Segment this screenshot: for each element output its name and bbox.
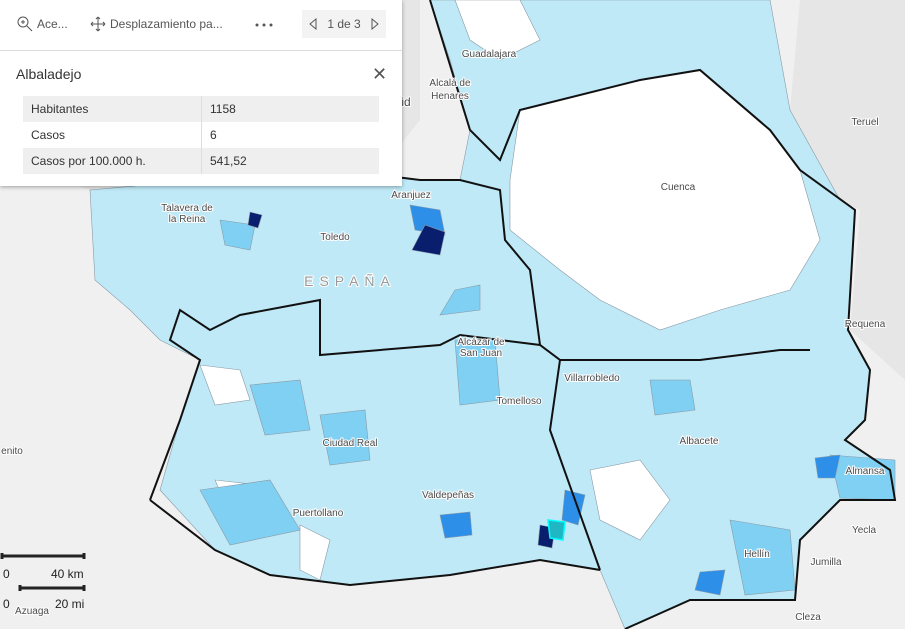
country-label: ESPAÑA xyxy=(304,273,396,289)
place-label: Villarrobledo xyxy=(564,373,620,384)
map-labels: Guadalajara Alcalá de Henares rid Teruel… xyxy=(0,48,887,624)
place-label: la Reina xyxy=(169,214,206,225)
place-label: Guadalajara xyxy=(462,49,517,60)
scale-bar: 0 40 km 0 20 mi xyxy=(0,553,86,611)
place-label: Alcázar de xyxy=(457,337,505,348)
close-button[interactable]: ✕ xyxy=(372,64,388,84)
place-label: Talavera de xyxy=(161,203,213,214)
pan-icon[interactable] xyxy=(90,16,106,32)
field: Casos xyxy=(23,122,202,148)
place-label: Cleza xyxy=(795,612,821,623)
scale-label: 20 mi xyxy=(55,597,84,611)
place-label: Henares xyxy=(431,91,469,102)
field: Habitantes xyxy=(23,96,202,122)
region-fill xyxy=(89,0,896,629)
attribute-table: Habitantes 1158 Casos 6 Casos por 100.000 … xyxy=(23,96,379,174)
value: 1158 xyxy=(201,96,379,122)
row: Casos 6 xyxy=(23,122,379,148)
place-label: Azuaga xyxy=(15,606,49,617)
place-label: Tomelloso xyxy=(496,396,541,407)
more-button[interactable] xyxy=(254,22,274,28)
pager: 1 de 3 xyxy=(302,10,386,38)
divider xyxy=(0,50,402,51)
value: 6 xyxy=(210,128,217,142)
row: Habitantes 1158 xyxy=(23,96,379,122)
pan-button[interactable]: Desplazamiento pa... xyxy=(110,17,223,31)
place-label: Albacete xyxy=(680,436,719,447)
place-label: Cuenca xyxy=(661,182,696,193)
scale-label: 0 xyxy=(3,567,10,581)
place-label: Valdepeñas xyxy=(422,490,474,501)
row: Casos por 100.000 h. 541,52 xyxy=(23,148,379,174)
scale-label: 0 xyxy=(3,597,10,611)
field: Casos por 100.000 h. xyxy=(23,148,202,174)
scale-label: 40 km xyxy=(51,567,84,581)
place-label: Alcalá de xyxy=(429,78,471,89)
place-label: Puertollano xyxy=(293,508,344,519)
place-label: Aranjuez xyxy=(391,190,430,201)
place-label: enito xyxy=(1,446,23,457)
place-label: Yecla xyxy=(852,525,877,536)
next-button[interactable] xyxy=(370,18,380,30)
zoom-button[interactable]: Ace... xyxy=(37,17,68,31)
place-label: Requena xyxy=(845,319,886,330)
place-label: Toledo xyxy=(320,232,350,243)
place-label: San Juan xyxy=(460,348,502,359)
value: 541,52 xyxy=(201,148,379,174)
place-label: Jumilla xyxy=(810,557,842,568)
place-label: Almansa xyxy=(846,466,885,477)
place-label: Teruel xyxy=(851,117,878,128)
place-label: Ciudad Real xyxy=(322,438,377,449)
popup-title: Albaladejo xyxy=(16,66,82,82)
zoom-icon[interactable] xyxy=(17,16,33,32)
place-label: Hellín xyxy=(744,549,770,560)
popup: Ace... Desplazamiento pa... 1 de 3 Albal… xyxy=(0,0,402,186)
prev-button[interactable] xyxy=(308,18,318,30)
pager-text: 1 de 3 xyxy=(327,17,361,31)
province-borders xyxy=(149,0,897,629)
